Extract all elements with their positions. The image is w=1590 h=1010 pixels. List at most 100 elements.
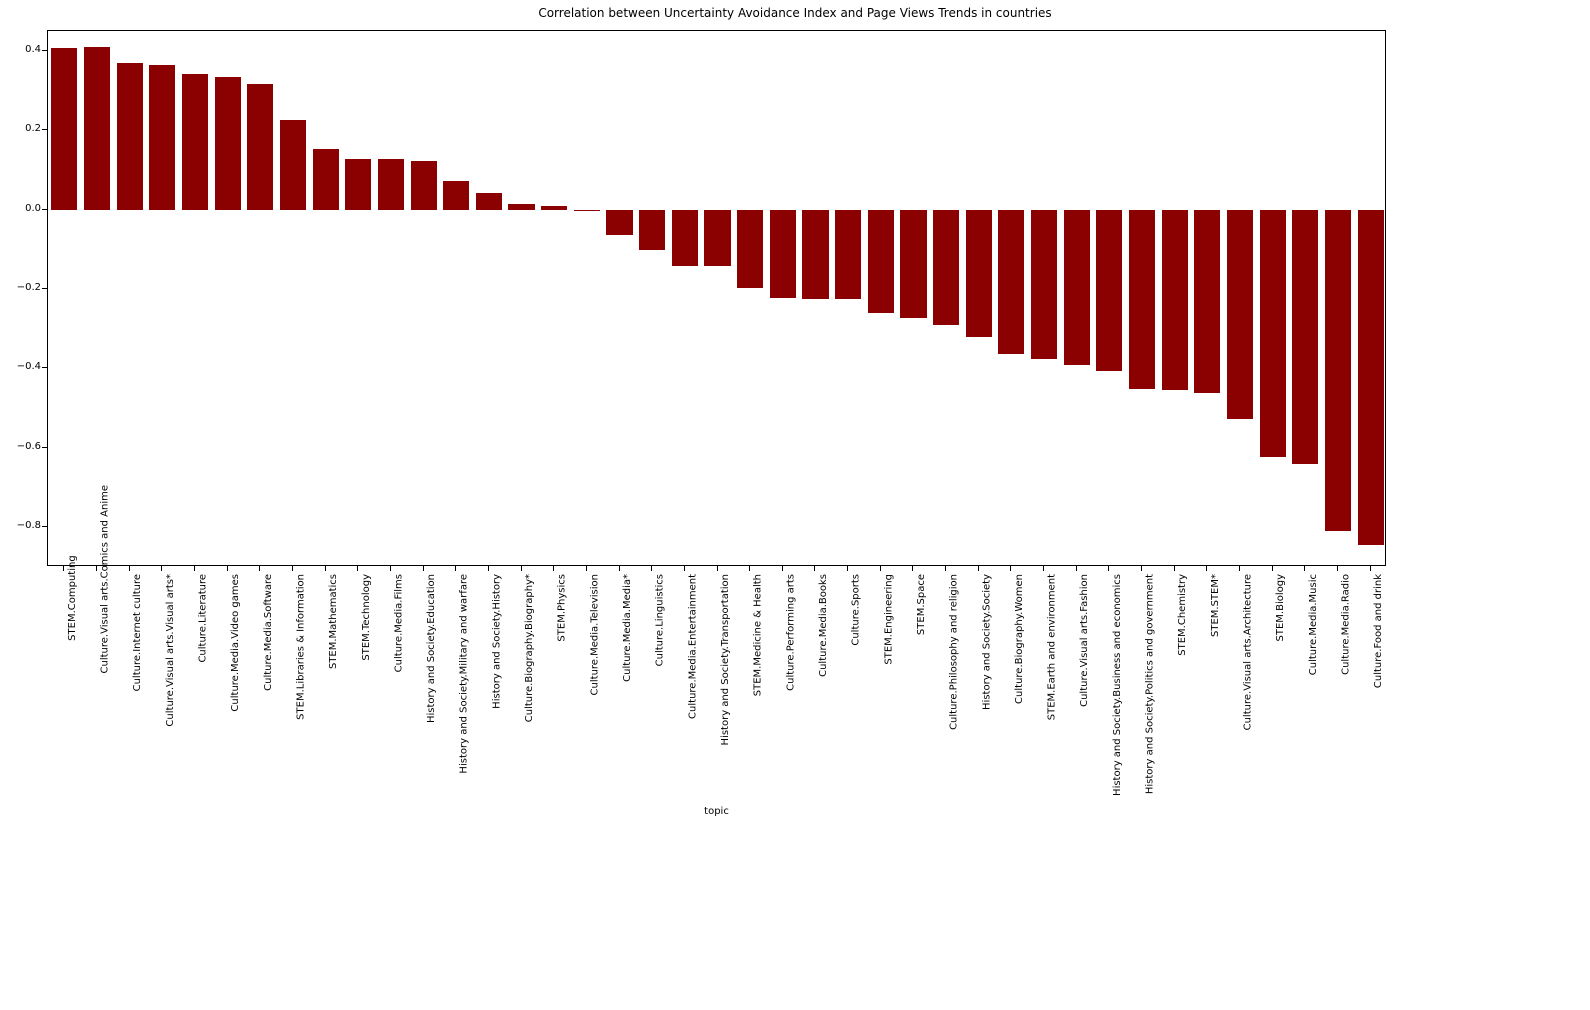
xtick-label: Culture.Performing arts (785, 574, 796, 1010)
xtick-mark (945, 566, 946, 571)
xtick-mark (292, 566, 293, 571)
xtick-mark (847, 566, 848, 571)
xtick-mark (521, 566, 522, 571)
xtick-label: History and Society.Transportation (720, 574, 731, 1010)
bar (835, 210, 861, 299)
xtick-label: Culture.Food and drink (1373, 574, 1384, 1010)
xtick-mark (325, 566, 326, 571)
bar (443, 181, 469, 210)
xtick-mark (1304, 566, 1305, 571)
bar (933, 210, 959, 325)
ytick-mark (42, 209, 47, 210)
xtick-label: Culture.Media.Media* (622, 574, 633, 1010)
bar (476, 193, 502, 210)
xtick-mark (717, 566, 718, 571)
bar (606, 210, 632, 235)
xtick-label: Culture.Internet culture (132, 574, 143, 706)
bar (900, 210, 926, 318)
xtick-label: STEM.Libraries & Information (295, 574, 306, 869)
ytick-label: −0.6 (3, 441, 41, 452)
xtick-label: Culture.Media.Video games (230, 574, 241, 804)
xtick-label: Culture.Media.Films (393, 574, 404, 967)
xtick-mark (63, 566, 64, 571)
bar (966, 210, 992, 337)
bar (378, 159, 404, 210)
xtick-mark (1076, 566, 1077, 571)
xtick-label: STEM.Engineering (883, 574, 894, 1010)
bar (1162, 210, 1188, 390)
bar (280, 120, 306, 209)
bar (1227, 210, 1253, 420)
xtick-mark (1010, 566, 1011, 571)
xtick-label: Culture.Visual arts.Fashion (1079, 574, 1090, 1010)
ytick-mark (42, 447, 47, 448)
xtick-mark (978, 566, 979, 571)
xtick-mark (586, 566, 587, 571)
bar (737, 210, 763, 289)
xtick-mark (684, 566, 685, 571)
bar (1129, 210, 1155, 389)
xtick-label: Culture.Media.Entertainment (687, 574, 698, 1010)
bar (1031, 210, 1057, 360)
xtick-mark (1206, 566, 1207, 571)
xtick-label: STEM.Medicine & Health (753, 574, 764, 1010)
xtick-label: STEM.STEM* (1210, 574, 1221, 1010)
xtick-label: STEM.Physics (557, 574, 568, 1010)
xtick-label: Culture.Visual arts.Visual arts* (165, 574, 176, 739)
xtick-mark (259, 566, 260, 571)
ytick-label: −0.8 (3, 520, 41, 531)
bar (672, 210, 698, 266)
xtick-label: History and Society.Society (981, 574, 992, 1010)
xtick-label: Culture.Media.Television (589, 574, 600, 1010)
xtick-mark (488, 566, 489, 571)
xtick-label: STEM.Chemistry (1177, 574, 1188, 1010)
bar (802, 210, 828, 299)
ytick-mark (42, 288, 47, 289)
xtick-label: Culture.Sports (851, 574, 862, 1010)
ytick-mark (42, 367, 47, 368)
xtick-label: STEM.Earth and environment (1047, 574, 1058, 1010)
ytick-label: 0.0 (3, 203, 41, 214)
xtick-label: Culture.Biography.Women (1014, 574, 1025, 1010)
xtick-mark (1337, 566, 1338, 571)
xtick-label: Culture.Media.Music (1308, 574, 1319, 1010)
xtick-mark (651, 566, 652, 571)
xtick-mark (1043, 566, 1044, 571)
xtick-label: Culture.Biography.Biography* (524, 574, 535, 1010)
xtick-label: Culture.Visual arts.Architecture (1243, 574, 1254, 1010)
figure: Correlation between Uncertainty Avoidanc… (0, 0, 1590, 1010)
bar (345, 159, 371, 210)
xtick-mark (782, 566, 783, 571)
xtick-label: STEM.Mathematics (328, 574, 339, 902)
bar (704, 210, 730, 266)
xtick-label: STEM.Space (916, 574, 927, 1010)
xtick-mark (161, 566, 162, 571)
xtick-label: STEM.Technology (361, 574, 372, 935)
bar (1260, 210, 1286, 457)
bar (117, 63, 143, 210)
xtick-mark (423, 566, 424, 571)
bar (1358, 210, 1384, 545)
xtick-mark (814, 566, 815, 571)
plot-area (47, 30, 1386, 566)
xtick-mark (619, 566, 620, 571)
bar (247, 84, 273, 210)
xtick-mark (880, 566, 881, 571)
xtick-mark (1108, 566, 1109, 571)
ytick-label: −0.2 (3, 282, 41, 293)
xtick-label: STEM.Biology (1275, 574, 1286, 1010)
bar (215, 77, 241, 210)
bar (1194, 210, 1220, 393)
xtick-mark (1141, 566, 1142, 571)
xtick-label: History and Society.Business and economi… (1112, 574, 1123, 1010)
xtick-mark (749, 566, 750, 571)
xtick-mark (96, 566, 97, 571)
xtick-label: History and Society.Education (426, 574, 437, 1000)
xtick-label: Culture.Literature (197, 574, 208, 771)
xtick-mark (1239, 566, 1240, 571)
ytick-mark (42, 526, 47, 527)
xtick-label: Culture.Linguistics (655, 574, 666, 1010)
bar (84, 47, 110, 209)
bar (313, 149, 339, 209)
bar (508, 204, 534, 210)
